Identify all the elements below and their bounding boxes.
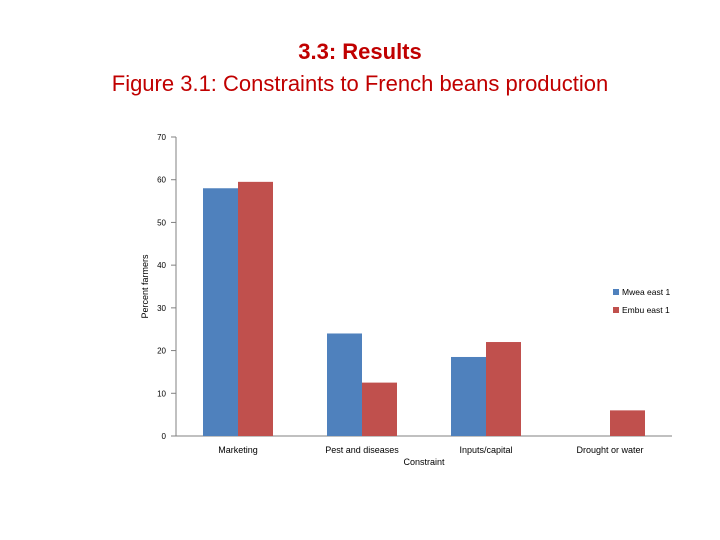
x-tick-label: Drought or water (576, 445, 643, 455)
y-axis: 0 10 20 30 40 50 60 70 Percent farmers (140, 133, 177, 441)
bar (451, 356, 486, 436)
y-tick-label: 70 (157, 133, 166, 142)
bar (327, 333, 362, 436)
bar (203, 188, 238, 436)
legend: Mwea east 1 Embu east 1 (613, 287, 670, 315)
bar (486, 342, 521, 436)
figure-caption: Figure 3.1: Constraints to French beans … (111, 71, 609, 96)
y-tick-label: 60 (157, 176, 166, 185)
bar (610, 410, 645, 436)
y-tick-label: 50 (157, 218, 166, 227)
legend-swatch (613, 307, 619, 313)
slide-heading: 3.3: Results (298, 39, 422, 64)
y-tick-label: 0 (162, 432, 167, 441)
x-tick-label: Marketing (218, 445, 258, 455)
x-axis: Marketing Pest and diseases Inputs/capital… (176, 435, 672, 467)
bar (362, 382, 397, 436)
legend-label: Embu east 1 (622, 305, 670, 315)
slide-title: 3.3: Results Figure 3.1: Constraints to … (0, 36, 720, 100)
x-axis-title: Constraint (403, 457, 445, 467)
bar (238, 181, 273, 436)
y-axis-title: Percent farmers (140, 254, 150, 319)
y-tick-label: 40 (157, 261, 166, 270)
x-tick-label: Pest and diseases (325, 445, 399, 455)
y-tick-label: 10 (157, 389, 166, 398)
legend-label: Mwea east 1 (622, 287, 670, 297)
y-tick-label: 30 (157, 304, 166, 313)
x-tick-label: Inputs/capital (459, 445, 512, 455)
legend-swatch (613, 289, 619, 295)
bars (203, 181, 645, 436)
y-tick-label: 20 (157, 347, 166, 356)
